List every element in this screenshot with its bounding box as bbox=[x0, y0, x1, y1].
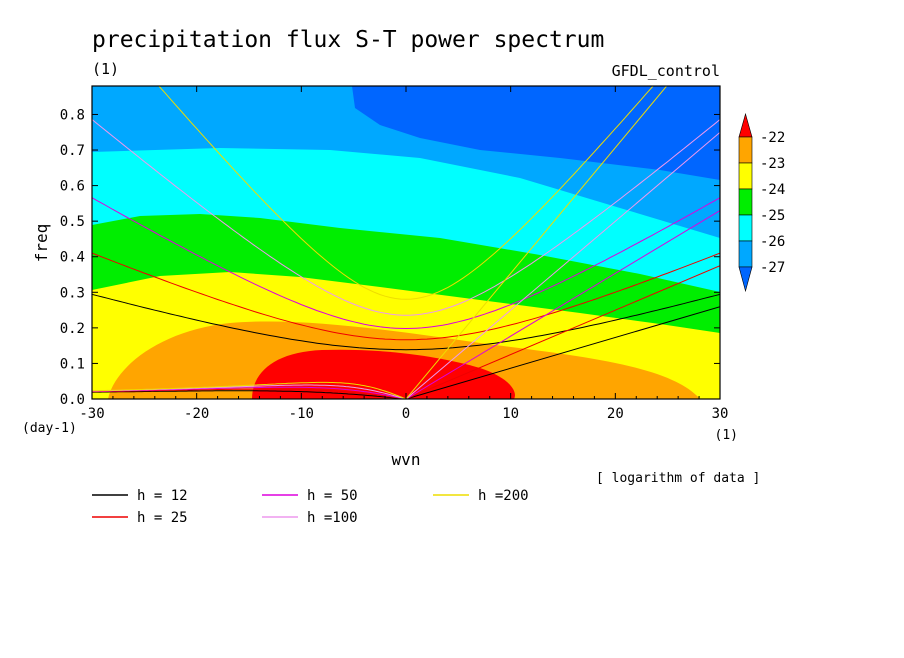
dispersion-curve-h200 bbox=[92, 86, 668, 399]
x-tick-label: -10 bbox=[289, 406, 314, 422]
y-tick-label: 0.8 bbox=[60, 107, 85, 123]
y-tick-label: 0.2 bbox=[60, 321, 85, 337]
x-tick-label: 30 bbox=[712, 406, 729, 422]
colorbar-swatch bbox=[738, 240, 753, 268]
y-tick-label: 0.6 bbox=[60, 179, 85, 195]
y-tick-label: 0.1 bbox=[60, 356, 85, 372]
ig-wave-h25 bbox=[92, 252, 720, 341]
rossby-wave-h200 bbox=[92, 381, 407, 399]
colorbar-bottom-arrow bbox=[738, 266, 753, 293]
ig-wave-h200 bbox=[158, 86, 654, 300]
legend-label: h = 12 bbox=[137, 488, 188, 504]
y-axis-unit: (day-1) bbox=[22, 421, 77, 436]
colorbar-top-arrow bbox=[738, 112, 753, 138]
legend-item-h12: h = 12 bbox=[92, 488, 188, 504]
ig-wave-h50 bbox=[92, 197, 720, 330]
legend-item-h25: h = 25 bbox=[92, 510, 188, 526]
rossby-wave-h12 bbox=[92, 390, 407, 399]
kelvin-wave-h200 bbox=[405, 86, 668, 399]
kelvin-wave-h25 bbox=[405, 265, 720, 399]
kelvin-wave-h50 bbox=[405, 210, 720, 399]
y-tick-label: 0.5 bbox=[60, 214, 85, 230]
band-below--27 bbox=[352, 86, 720, 180]
chart-subtitle: (1) bbox=[92, 60, 119, 78]
x-axis-label: wvn bbox=[392, 450, 421, 469]
colorbar-swatch bbox=[738, 188, 753, 216]
plot-area bbox=[92, 86, 720, 399]
x-tick-label: -30 bbox=[79, 406, 104, 422]
dispersion-curve-h25 bbox=[92, 252, 720, 399]
legend-label: h = 50 bbox=[307, 488, 358, 504]
log-note: [ logarithm of data ] bbox=[596, 471, 760, 486]
colorbar-label: -27 bbox=[760, 260, 785, 276]
legend-label: h = 25 bbox=[137, 510, 188, 526]
colorbar-label: -23 bbox=[760, 156, 785, 172]
colorbar-label: -25 bbox=[760, 208, 785, 224]
ig-wave-h12 bbox=[92, 293, 720, 351]
kelvin-wave-h12 bbox=[405, 306, 720, 399]
colorbar-swatch bbox=[738, 214, 753, 242]
colorbar: -22 -23 -24 -25 -26 -27 bbox=[738, 112, 785, 293]
x-axis-unit: (1) bbox=[715, 428, 738, 443]
y-tick-label: 0.4 bbox=[60, 250, 85, 266]
y-tick-label: 0.3 bbox=[60, 285, 85, 301]
legend-label: h =200 bbox=[478, 488, 529, 504]
legend-item-h50: h = 50 bbox=[262, 488, 358, 504]
kelvin-wave-h100 bbox=[405, 132, 720, 399]
colorbar-label: -22 bbox=[760, 130, 785, 146]
colorbar-label: -24 bbox=[760, 182, 785, 198]
y-axis-label: freq bbox=[32, 224, 51, 263]
y-tick-label: 0.0 bbox=[60, 392, 85, 408]
ig-wave-h100 bbox=[92, 119, 720, 316]
legend: h = 12 h = 25 h = 50 h =100 h =200 bbox=[92, 488, 529, 526]
legend-item-h100: h =100 bbox=[262, 510, 358, 526]
colorbar-swatch bbox=[738, 136, 753, 164]
x-tick-label: -20 bbox=[184, 406, 209, 422]
chart-title: precipitation flux S-T power spectrum bbox=[92, 27, 604, 53]
colorbar-swatch bbox=[738, 162, 753, 190]
legend-item-h200: h =200 bbox=[433, 488, 529, 504]
colorbar-label: -26 bbox=[760, 234, 785, 250]
x-tick-label: 20 bbox=[607, 406, 624, 422]
x-tick-label: 10 bbox=[502, 406, 519, 422]
rossby-wave-h25 bbox=[92, 388, 407, 399]
dispersion-curve-h12 bbox=[92, 293, 720, 399]
legend-label: h =100 bbox=[307, 510, 358, 526]
model-label: GFDL_control bbox=[612, 62, 720, 80]
y-tick-label: 0.7 bbox=[60, 143, 85, 159]
x-tick-label: 0 bbox=[402, 406, 410, 422]
